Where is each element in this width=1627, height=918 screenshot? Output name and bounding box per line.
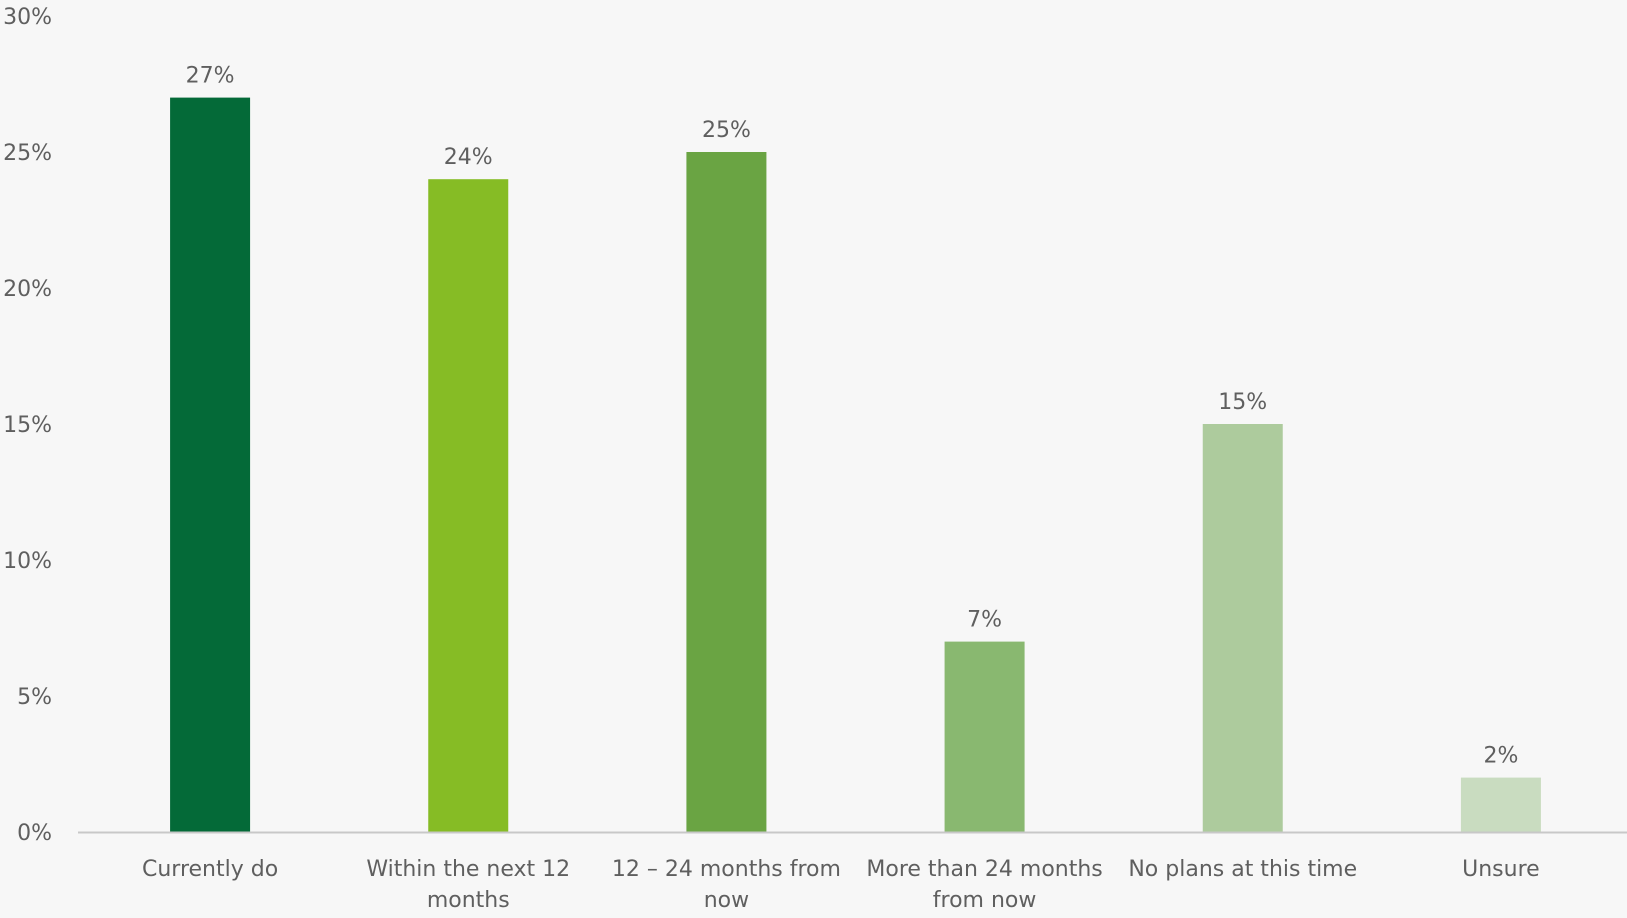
x-category-label-line: from now <box>933 888 1037 913</box>
data-labels: 27% 24% 25% 7% 15% 2% <box>186 64 1519 769</box>
y-tick-label: 20% <box>3 277 52 302</box>
y-tick-label: 0% <box>17 821 52 846</box>
x-category-label-line: now <box>704 888 749 913</box>
x-category-label-line: Within the next 12 <box>366 857 570 882</box>
data-label: 7% <box>967 608 1002 633</box>
data-label: 27% <box>186 64 235 89</box>
x-axis: Currently do Within the next 12 months 12 –… <box>78 831 1627 913</box>
x-category-label-line: months <box>427 888 510 913</box>
y-tick-label: 25% <box>3 141 52 166</box>
data-label: 24% <box>444 145 493 170</box>
x-category-label: No plans at this time <box>1128 857 1357 882</box>
x-category-label-line: Currently do <box>142 857 278 882</box>
data-label: 15% <box>1218 390 1267 415</box>
x-category-label: Currently do <box>142 857 278 882</box>
y-axis: 0% 5% 10% 15% 20% 25% 30% <box>3 5 52 846</box>
x-category-label: More than 24 months from now <box>866 857 1102 913</box>
bar <box>1460 777 1541 832</box>
bar <box>1202 424 1283 832</box>
x-category-label-line: 12 – 24 months from <box>612 857 841 882</box>
x-category-label: Within the next 12 months <box>366 857 570 913</box>
x-category-label: Unsure <box>1462 857 1540 882</box>
x-category-label: 12 – 24 months from now <box>612 857 841 913</box>
y-tick-label: 30% <box>3 5 52 30</box>
bar <box>944 641 1025 832</box>
bars <box>170 97 1541 833</box>
bar <box>686 152 767 832</box>
y-tick-label: 15% <box>3 413 52 438</box>
x-category-label-line: Unsure <box>1462 857 1540 882</box>
x-category-label-line: No plans at this time <box>1128 857 1357 882</box>
y-tick-label: 10% <box>3 549 52 574</box>
y-tick-label: 5% <box>17 685 52 710</box>
bar <box>170 97 251 833</box>
bar <box>428 179 509 832</box>
data-label: 2% <box>1483 744 1518 769</box>
data-label: 25% <box>702 118 751 143</box>
x-category-label-line: More than 24 months <box>866 857 1102 882</box>
